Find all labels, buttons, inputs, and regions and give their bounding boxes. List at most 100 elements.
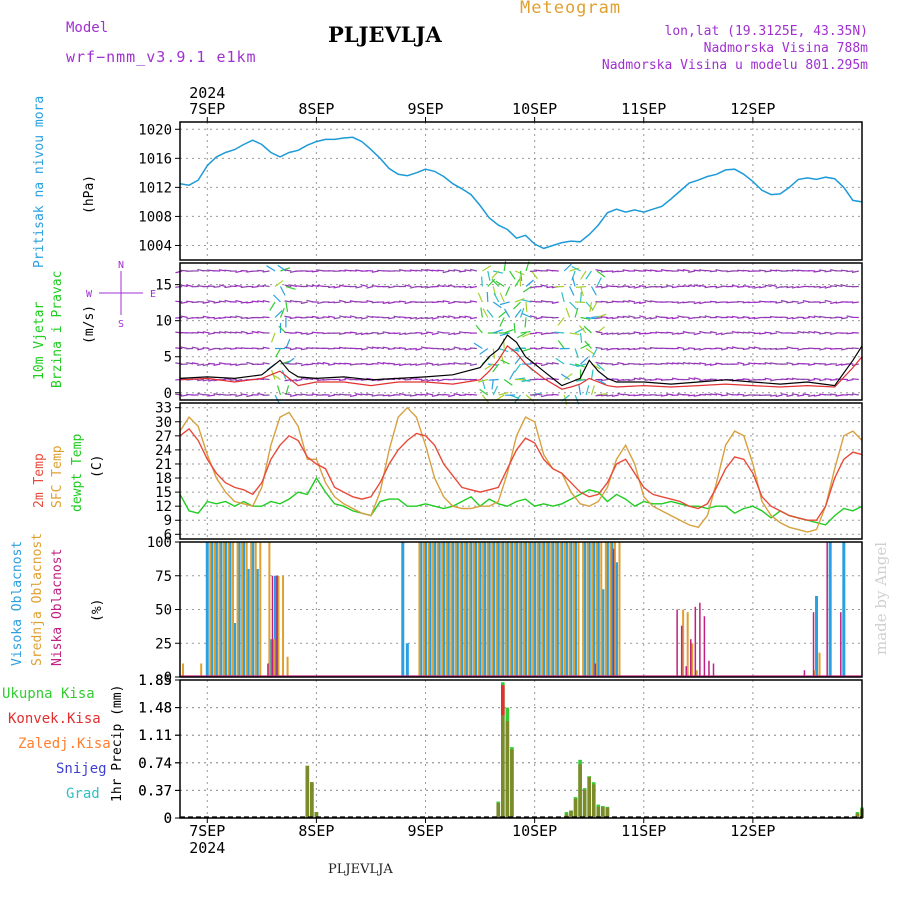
wind-arrow	[442, 347, 450, 351]
wind-arrow	[273, 294, 281, 303]
wind-arrow	[622, 300, 630, 303]
legend-total-rain: Ukupna Kisa	[2, 686, 95, 702]
wind-arrow	[479, 388, 489, 396]
cloud-bar-low	[612, 548, 615, 677]
wind-arrow	[595, 269, 603, 272]
cloud-bar-mid	[504, 542, 507, 677]
wind-arrow	[584, 340, 592, 349]
cloud-bar-low	[676, 609, 678, 677]
wind-arrow	[289, 347, 297, 351]
wind-arrow	[197, 363, 205, 367]
wind-arrow	[639, 285, 647, 288]
wind-arrow	[333, 316, 341, 320]
wind-arrow	[769, 394, 778, 397]
wind-arrow	[504, 308, 511, 318]
wind-arrow	[521, 347, 532, 352]
cloud-bar-mid	[500, 542, 503, 677]
wind-arrow	[180, 301, 188, 304]
cloud-bar-low	[685, 666, 687, 677]
wind-arrow	[753, 332, 761, 335]
wind-arrow	[453, 269, 461, 272]
wind-arrow	[306, 363, 314, 366]
wind-arrow	[366, 315, 374, 319]
precip-convective-bar	[569, 810, 573, 818]
cloud-bar-high	[587, 542, 591, 677]
wind-arrow	[499, 317, 505, 327]
wind-arrow	[442, 315, 450, 319]
cloud-bar-high	[214, 542, 218, 677]
cloud-bar-mid	[454, 542, 457, 677]
wind-arrow	[339, 299, 347, 303]
wind-arrow	[791, 393, 799, 396]
cloud-bar-mid	[436, 542, 439, 677]
wind-arrow	[240, 301, 248, 304]
wind-arrow	[829, 285, 838, 288]
wind-arrow	[628, 299, 636, 303]
wind-arrow	[797, 330, 805, 334]
wind-arrow	[442, 300, 450, 303]
wind-arrow	[628, 285, 636, 289]
pressure-tick-label: 1004	[138, 238, 172, 254]
wind-arrow	[229, 285, 237, 288]
wind-arrow	[493, 329, 503, 334]
wind-arrow	[355, 393, 363, 396]
wind-arrow	[426, 392, 434, 396]
wind-arrow	[551, 362, 559, 365]
wind-arrow	[257, 392, 265, 396]
wind-arrow	[464, 269, 472, 272]
cloud-bar-high	[428, 542, 432, 677]
temp-tick-label: 6	[164, 527, 172, 543]
cloud-bar-high	[583, 542, 587, 677]
wind-arrow	[371, 270, 379, 273]
wind-arrow	[571, 270, 576, 281]
cloud-bar-mid	[432, 542, 435, 677]
wind-arrow	[726, 316, 734, 319]
wind-arrow	[355, 316, 363, 319]
temp-2m-line	[179, 427, 863, 521]
wind-arrow	[829, 393, 838, 396]
wind-arrow	[453, 332, 461, 336]
cloud-bar-mid	[550, 542, 553, 677]
wind-arrow	[764, 362, 772, 365]
wind-arrow	[420, 268, 428, 272]
cloud-bar-mid	[695, 670, 698, 677]
wind-arrow	[569, 267, 580, 272]
date-label-top: 9SEP	[407, 100, 443, 118]
wind-arrow	[197, 331, 205, 334]
wind-arrow	[699, 393, 707, 396]
cloud-bar-low	[803, 670, 806, 677]
wind-arrow	[606, 394, 614, 397]
panel-frame-temp	[179, 402, 863, 540]
cloud-bar-high	[496, 542, 500, 677]
wind-arrow	[595, 330, 603, 334]
wind-arrow	[399, 332, 407, 336]
precip-tick-label: 1.48	[138, 701, 172, 717]
wind-arrow	[197, 347, 205, 351]
wind-arrow	[475, 324, 483, 334]
cloud-bar-mid	[591, 542, 594, 677]
wind-speed-line	[179, 334, 863, 387]
precip-tick-label: 1.48	[138, 701, 172, 717]
temp-tick-label: 15	[155, 485, 172, 501]
wind-arrow	[699, 315, 707, 319]
wind-arrow	[802, 316, 810, 320]
wind-arrow	[284, 392, 292, 396]
wind-arrow	[617, 315, 625, 319]
cloud-bar-low	[699, 602, 701, 677]
wind-arrow	[453, 346, 461, 350]
wind-arrow	[388, 347, 396, 350]
wind-arrow	[797, 301, 805, 305]
cloud-bar-mid	[241, 542, 244, 677]
wind-arrow	[576, 378, 587, 382]
wind-arrow	[388, 316, 396, 320]
wind-arrow	[639, 347, 647, 350]
wind-arrow	[600, 378, 608, 382]
wind-arrow	[420, 393, 428, 396]
wind-arrow	[415, 378, 423, 381]
wind-arrow	[589, 301, 593, 312]
wind-arrow	[388, 362, 396, 365]
wind-arrow	[649, 378, 658, 381]
wind-arrow	[611, 363, 619, 366]
cloud-bar-high	[610, 542, 614, 677]
